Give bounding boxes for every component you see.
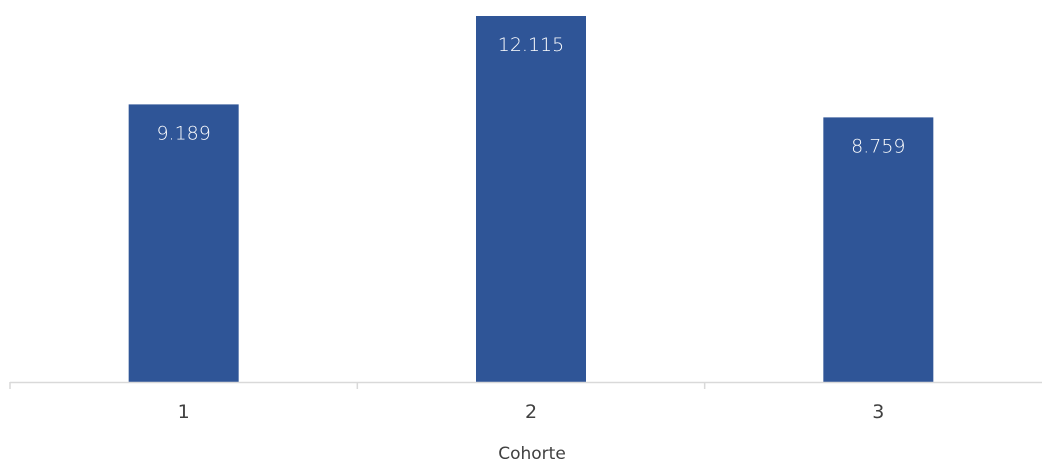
x-axis-title: Cohorte [498, 444, 566, 462]
bar-cohorte-1 [128, 104, 239, 382]
x-tick-label: 1 [178, 401, 190, 423]
bar-cohorte-3 [823, 117, 934, 382]
bar-cohorte-2 [476, 16, 586, 382]
x-tick-label: 2 [525, 401, 537, 423]
x-axis-ticks [9, 382, 706, 389]
bar-value-label: 8.759 [851, 135, 905, 157]
x-tick-label: 3 [872, 401, 884, 423]
bars-group [128, 16, 934, 382]
bar-value-label: 12.115 [498, 34, 564, 56]
bar-value-label: 9.189 [156, 122, 210, 144]
bar-labels-group: 9.189 12.115 8.759 [156, 34, 905, 157]
x-axis-tick-labels: 1 2 3 [178, 401, 885, 423]
